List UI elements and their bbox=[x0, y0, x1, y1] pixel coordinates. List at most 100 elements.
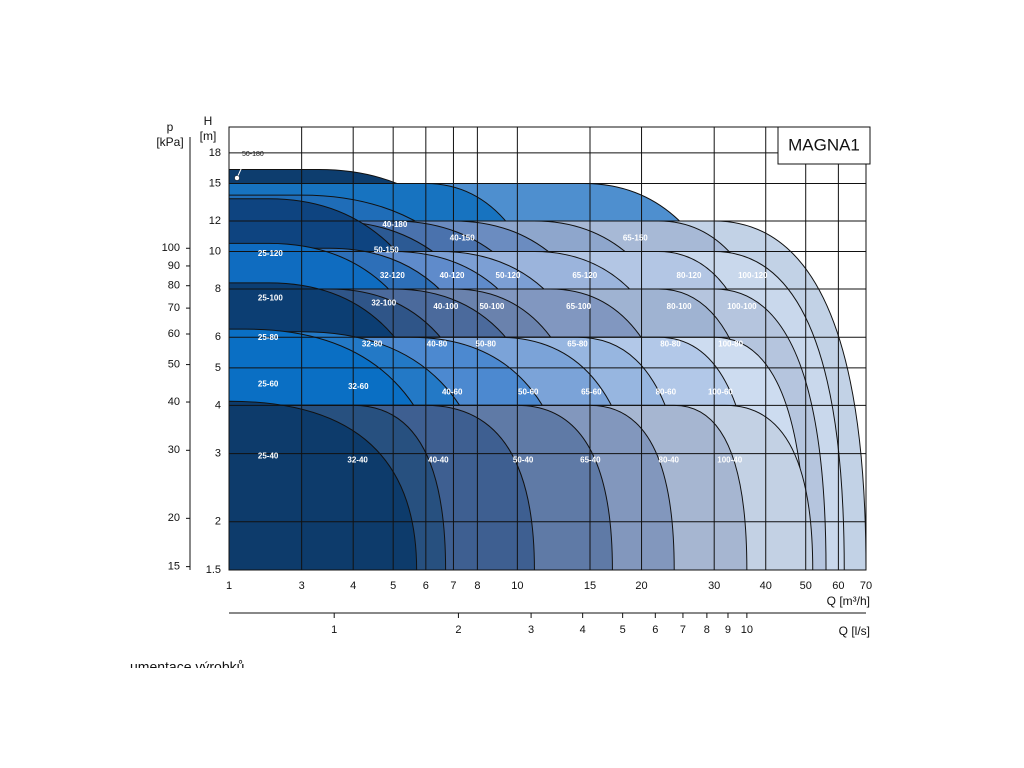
legend-title: MAGNA1 bbox=[788, 135, 860, 154]
region-label: 40-150 bbox=[450, 234, 475, 243]
y2-tick-label: 20 bbox=[168, 512, 180, 524]
x-tick-label: 7 bbox=[450, 580, 456, 592]
y2-tick-label: 80 bbox=[168, 280, 180, 292]
region-label: 100-60 bbox=[708, 388, 733, 397]
region-label: 50-60 bbox=[518, 388, 539, 397]
region-label: 100-40 bbox=[717, 456, 742, 465]
region-label: 65-80 bbox=[567, 339, 588, 348]
y2-tick-label: 100 bbox=[162, 242, 180, 254]
region-label: 32-80 bbox=[362, 339, 383, 348]
x2-tick-label: 3 bbox=[528, 624, 534, 636]
region-label: 25-60 bbox=[258, 379, 279, 388]
x2-tick-label: 2 bbox=[455, 624, 461, 636]
x2-label: Q [l/s] bbox=[839, 624, 870, 638]
region-label: 50-80 bbox=[476, 339, 497, 348]
x-tick-label: 10 bbox=[511, 580, 523, 592]
regions bbox=[228, 169, 867, 571]
region-label: 25-120 bbox=[258, 249, 283, 258]
x-tick-label: 60 bbox=[832, 580, 844, 592]
x-tick-label: 50 bbox=[800, 580, 812, 592]
region-label: 50-120 bbox=[496, 271, 521, 280]
region-label: 65-40 bbox=[580, 456, 601, 465]
x2-tick-label: 4 bbox=[580, 624, 586, 636]
y2-tick-label: 90 bbox=[168, 260, 180, 272]
annotation-dot bbox=[234, 175, 240, 181]
x-tick-label: 4 bbox=[350, 580, 356, 592]
region-label: 50-100 bbox=[479, 302, 504, 311]
y-tick-label: 4 bbox=[215, 399, 221, 411]
region-label: 40-180 bbox=[382, 220, 407, 229]
region-label: 65-60 bbox=[581, 388, 602, 397]
footer: umentace výrobků bbox=[130, 659, 244, 675]
region-label: 100-80 bbox=[718, 339, 743, 348]
y-tick-label: 12 bbox=[209, 215, 221, 227]
x-tick-label: 8 bbox=[474, 580, 480, 592]
x-tick-label: 3 bbox=[299, 580, 305, 592]
region-label: 65-100 bbox=[566, 302, 591, 311]
footer-clip: umentace výrobků bbox=[130, 659, 244, 675]
y2-tick-label: 30 bbox=[168, 444, 180, 456]
y-tick-label: 5 bbox=[215, 362, 221, 374]
y-tick-label: 1.5 bbox=[206, 564, 221, 576]
x-tick-label: 40 bbox=[760, 580, 772, 592]
y-tick-label: 10 bbox=[209, 245, 221, 257]
x-label: Q [m³/h] bbox=[827, 594, 870, 608]
y-tick-label: 8 bbox=[215, 283, 221, 295]
x2-tick-label: 5 bbox=[620, 624, 626, 636]
annotation: 50-180 bbox=[242, 151, 264, 158]
x-tick-label: 15 bbox=[584, 580, 596, 592]
y-tick-label: 18 bbox=[209, 147, 221, 159]
region-label: 40-120 bbox=[440, 271, 465, 280]
region-label: 40-40 bbox=[428, 456, 449, 465]
x-tick-label: 6 bbox=[423, 580, 429, 592]
y2-unit: [kPa] bbox=[156, 135, 183, 149]
region-label: 25-80 bbox=[258, 333, 279, 342]
x-tick-label: 5 bbox=[390, 580, 396, 592]
region-label: 40-80 bbox=[427, 339, 448, 348]
y-tick-label: 6 bbox=[215, 331, 221, 343]
region-label: 32-60 bbox=[348, 382, 369, 391]
y2-tick-label: 15 bbox=[168, 561, 180, 573]
y-tick-label: 15 bbox=[209, 177, 221, 189]
region-label: 25-40 bbox=[258, 451, 279, 460]
y2-tick-label: 60 bbox=[168, 328, 180, 340]
region-label: 80-40 bbox=[659, 456, 680, 465]
x2-tick-label: 9 bbox=[725, 624, 731, 636]
region-label: 32-120 bbox=[380, 271, 405, 280]
region-label: 100-100 bbox=[727, 302, 757, 311]
x-tick-label: 70 bbox=[860, 580, 872, 592]
plot-frame bbox=[228, 126, 867, 571]
pump-region bbox=[228, 400, 418, 571]
y-tick-label: 2 bbox=[215, 516, 221, 528]
region-label: 80-60 bbox=[656, 388, 677, 397]
region-label: 40-60 bbox=[442, 388, 463, 397]
y-tick-label: 3 bbox=[215, 448, 221, 460]
x2-tick-label: 6 bbox=[652, 624, 658, 636]
region-label: 32-40 bbox=[347, 456, 368, 465]
x-tick-label: 20 bbox=[635, 580, 647, 592]
y2-tick-label: 70 bbox=[168, 302, 180, 314]
x2-tick-label: 1 bbox=[331, 624, 337, 636]
region-label: 40-100 bbox=[433, 302, 458, 311]
annotation-leader bbox=[236, 157, 247, 179]
y2-label: p bbox=[167, 120, 174, 134]
region-label: 65-150 bbox=[623, 234, 648, 243]
x2-tick-label: 10 bbox=[741, 624, 753, 636]
legend-box bbox=[777, 126, 871, 165]
x2-tick-label: 8 bbox=[704, 624, 710, 636]
region-label: 50-40 bbox=[513, 456, 534, 465]
x-tick-label: 30 bbox=[708, 580, 720, 592]
region-label: 80-80 bbox=[660, 339, 681, 348]
region-label: 100-120 bbox=[738, 271, 768, 280]
y2-tick-label: 40 bbox=[168, 396, 180, 408]
region-label: 32-100 bbox=[371, 298, 396, 307]
y-unit: [m] bbox=[200, 129, 217, 143]
region-label: 80-120 bbox=[677, 271, 702, 280]
region-label: 25-100 bbox=[258, 294, 283, 303]
x-tick-label: 1 bbox=[226, 580, 232, 592]
region-label: 50-150 bbox=[374, 245, 399, 254]
x2-tick-label: 7 bbox=[680, 624, 686, 636]
region-label: 80-100 bbox=[667, 302, 692, 311]
y2-tick-label: 50 bbox=[168, 358, 180, 370]
